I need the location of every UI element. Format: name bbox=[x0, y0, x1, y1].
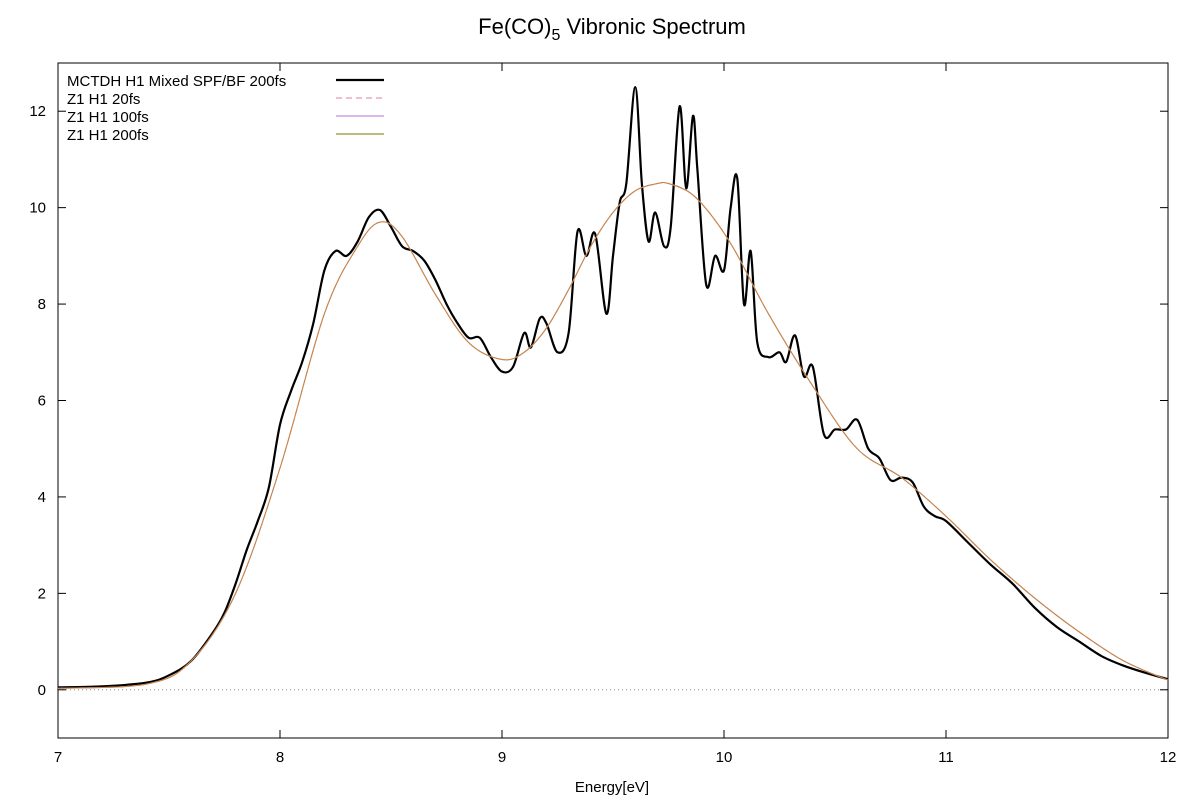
legend-label: Z1 H1 100fs bbox=[67, 109, 149, 126]
chart-title-main: Fe(CO) bbox=[478, 14, 551, 39]
legend-item: Z1 H1 100fs bbox=[67, 109, 384, 126]
x-tick-label: 9 bbox=[498, 749, 506, 766]
plot-area: 7 8 9 10 11 12 0 2 4 6 8 10 12 bbox=[29, 62, 1177, 766]
x-tick-label: 12 bbox=[1160, 749, 1177, 766]
y-tick-label: 4 bbox=[38, 489, 46, 506]
series-line-3 bbox=[57, 181, 1169, 689]
series-layer bbox=[57, 86, 1169, 689]
y-tick-label: 8 bbox=[38, 296, 46, 313]
y-tick-label: 6 bbox=[38, 393, 46, 410]
x-tick-label: 8 bbox=[276, 749, 284, 766]
chart-title-rest: Vibronic Spectrum bbox=[560, 14, 745, 39]
chart-title-subscript: 5 bbox=[551, 27, 560, 44]
plot-frame bbox=[57, 62, 1169, 739]
legend-label: MCTDH H1 Mixed SPF/BF 200fs bbox=[67, 73, 286, 90]
legend-item: Z1 H1 20fs bbox=[67, 91, 384, 108]
series-line-0 bbox=[57, 86, 1169, 689]
x-axis-label: Energy[eV] bbox=[575, 779, 649, 796]
x-axis-ticks: 7 8 9 10 11 12 bbox=[54, 63, 1177, 766]
x-tick-label: 11 bbox=[938, 749, 954, 766]
y-tick-label: 0 bbox=[38, 682, 46, 699]
legend-item: Z1 H1 200fs bbox=[67, 127, 384, 144]
legend: MCTDH H1 Mixed SPF/BF 200fs Z1 H1 20fs Z… bbox=[67, 73, 384, 144]
y-axis-ticks: 0 2 4 6 8 10 12 bbox=[29, 103, 1168, 699]
x-tick-label: 7 bbox=[54, 749, 62, 766]
x-tick-label: 10 bbox=[716, 749, 733, 766]
legend-label: Z1 H1 200fs bbox=[67, 127, 149, 144]
legend-label: Z1 H1 20fs bbox=[67, 91, 140, 108]
y-tick-label: 10 bbox=[29, 200, 46, 217]
y-tick-label: 2 bbox=[38, 585, 46, 602]
legend-item: MCTDH H1 Mixed SPF/BF 200fs bbox=[67, 73, 384, 90]
chart-title: Fe(CO)5 Vibronic Spectrum bbox=[478, 14, 746, 44]
y-tick-label: 12 bbox=[29, 103, 46, 120]
